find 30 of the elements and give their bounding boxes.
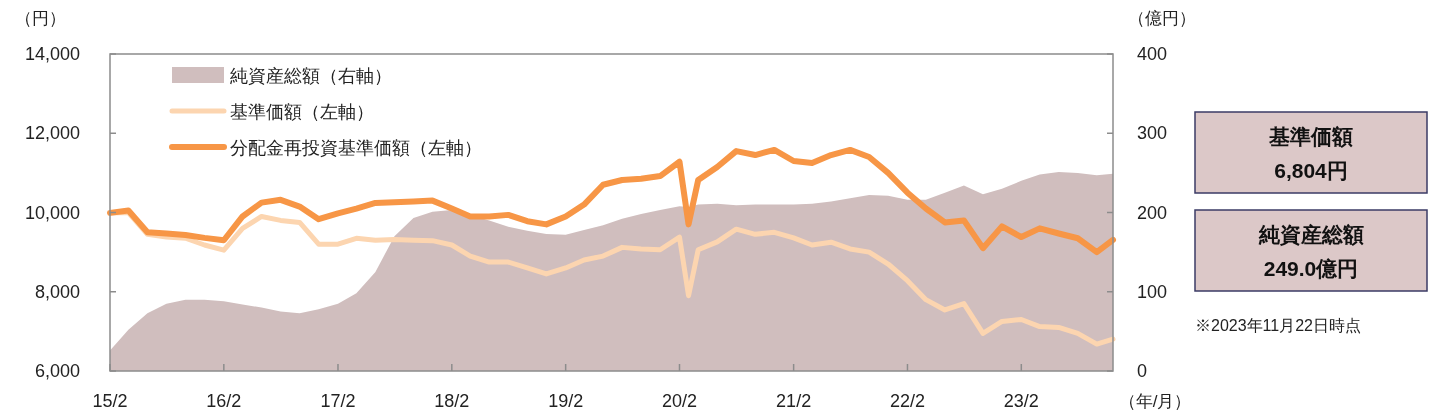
y2-tick-label: 200 (1137, 202, 1168, 223)
text: 基準価額 (1268, 125, 1353, 149)
x-tick-label: 16/2 (206, 391, 242, 411)
x-tick-label: 22/2 (889, 391, 925, 411)
x-tick-label: 18/2 (434, 391, 470, 411)
y2-tick-label: 0 (1137, 361, 1148, 381)
y2-tick-label: 100 (1137, 281, 1168, 302)
legend-label: 分配金再投資基準価額（左軸） (230, 138, 482, 158)
y2-axis-title: （億円） (1128, 9, 1196, 28)
text: 6,804円 (1274, 159, 1348, 182)
text: 249.0億円 (1263, 257, 1359, 280)
x-tick-label: 17/2 (320, 391, 356, 411)
y-tick-label: 10,000 (24, 202, 80, 223)
x-axis-title: （年/月） (1118, 392, 1192, 411)
x-tick-label: 20/2 (661, 391, 698, 411)
y-tick-label: 6,000 (34, 361, 80, 381)
x-tick-label: 15/2 (92, 391, 128, 411)
legend-label: 基準価額（左軸） (230, 102, 374, 122)
text: ※2023年11月22日時点 (1195, 317, 1361, 334)
x-tick-label: 23/2 (1003, 391, 1039, 411)
y-tick-label: 12,000 (24, 123, 80, 144)
y2-tick-label: 400 (1137, 44, 1168, 64)
x-tick-label: 21/2 (776, 391, 812, 411)
x-tick-label: 19/2 (548, 391, 584, 411)
text: 純資産総額 (1257, 223, 1364, 247)
legend-label: 純資産総額（右軸） (230, 66, 392, 86)
y-tick-label: 14,000 (24, 44, 80, 64)
y-tick-label: 8,000 (34, 281, 80, 302)
y-axis-title: （円） (14, 9, 66, 28)
y2-tick-label: 300 (1137, 123, 1168, 144)
